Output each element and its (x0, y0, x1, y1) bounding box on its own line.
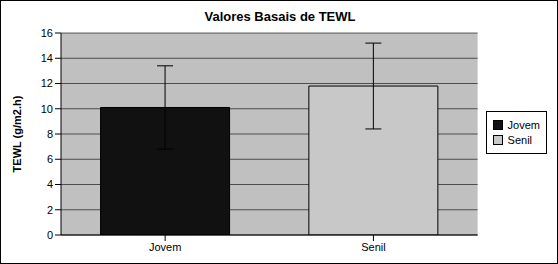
svg-text:12: 12 (41, 77, 53, 89)
svg-text:TEWL (g/m2.h): TEWL (g/m2.h) (11, 95, 23, 172)
svg-text:14: 14 (41, 52, 53, 64)
svg-text:16: 16 (41, 27, 53, 39)
svg-text:2: 2 (47, 204, 53, 216)
svg-text:0: 0 (47, 229, 53, 241)
svg-text:6: 6 (47, 153, 53, 165)
html-text:Senil: Senil (507, 133, 533, 146)
svg-text:8: 8 (47, 128, 53, 140)
svg-text:Senil: Senil (361, 241, 385, 253)
svg-text:Jovem: Jovem (149, 241, 181, 253)
html-text:Valores Basais de TEWL: Valores Basais de TEWL (204, 9, 356, 24)
svg-text:4: 4 (47, 178, 53, 190)
svg-text:10: 10 (41, 103, 53, 115)
html-text:Jovem: Jovem (507, 118, 540, 131)
